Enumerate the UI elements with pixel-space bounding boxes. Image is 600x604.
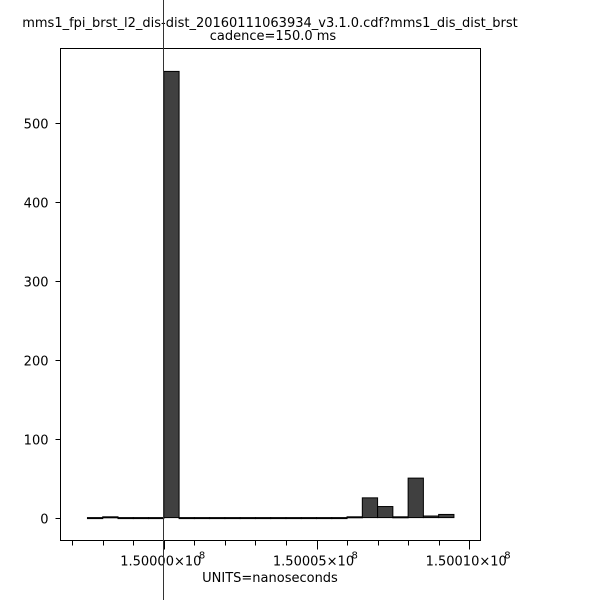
y-tick-label: 300	[24, 276, 49, 291]
histogram-bar	[224, 517, 241, 520]
histogram-bar	[331, 517, 348, 520]
y-tick-label: 0	[40, 513, 48, 528]
histogram-bar	[239, 517, 256, 520]
histogram-bar	[178, 517, 195, 520]
histogram-bar	[392, 516, 409, 519]
x-tick-label: 1.50000×10	[120, 555, 201, 570]
histogram-bar	[117, 517, 134, 520]
x-tick-exponent: 8	[352, 551, 358, 562]
histogram-bar	[193, 517, 211, 520]
y-tick-label: 100	[24, 434, 49, 449]
histogram-bar	[285, 517, 302, 520]
y-tick-label: 200	[24, 355, 49, 370]
histogram-bar	[132, 517, 150, 520]
histogram-bar	[346, 516, 363, 519]
histogram-bar	[163, 70, 180, 519]
histogram-bar	[254, 517, 272, 520]
chart-subtitle: cadence=150.0 ms	[210, 29, 337, 44]
histogram-bar	[316, 517, 333, 520]
y-tick-label: 400	[24, 197, 49, 212]
x-tick-label: 1.50010×10	[426, 555, 507, 570]
chart-title: mms1_fpi_brst_l2_dis-dist_20160111063934…	[22, 16, 518, 31]
histogram-bar	[422, 515, 440, 519]
x-tick-exponent: 8	[199, 551, 205, 562]
histogram-bar	[438, 513, 455, 519]
histogram-bar	[377, 506, 394, 519]
histogram-bar	[300, 517, 318, 520]
histogram-bar	[209, 517, 226, 520]
histogram-bar	[86, 517, 104, 520]
x-tick-exponent: 8	[504, 551, 510, 562]
histogram-bar	[361, 497, 379, 519]
histogram-bar	[270, 517, 287, 520]
x-axis-label: UNITS=nanoseconds	[202, 571, 338, 586]
histogram-bar	[148, 517, 165, 520]
histogram-bar	[407, 477, 424, 519]
y-tick-label: 500	[24, 118, 49, 133]
plot-frame	[60, 48, 481, 541]
x-tick-label: 1.50005×10	[273, 555, 354, 570]
histogram-bar	[102, 516, 119, 519]
